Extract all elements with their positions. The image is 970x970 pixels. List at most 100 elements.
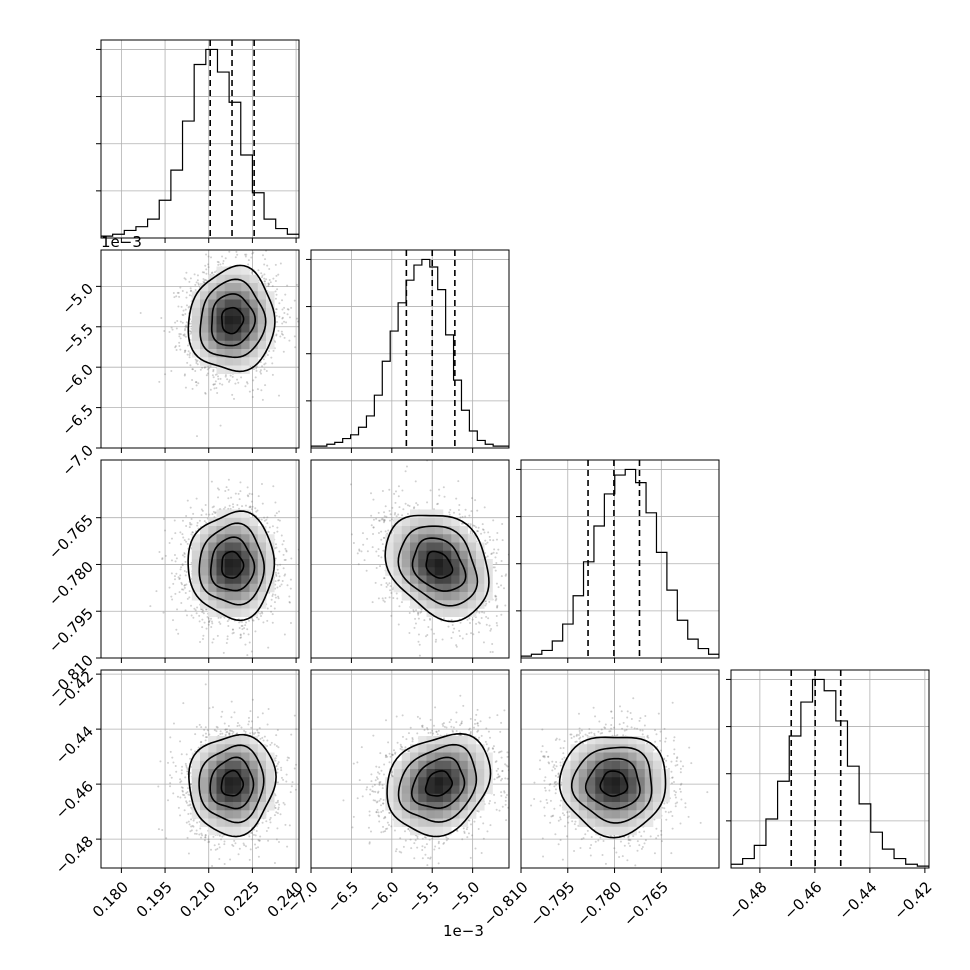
density-cell	[224, 332, 234, 342]
scatter-point	[288, 595, 291, 598]
scatter-point	[224, 374, 227, 377]
scatter-point	[170, 370, 173, 373]
scatter-point	[384, 597, 387, 600]
scatter-point	[195, 612, 198, 615]
scatter-point	[202, 634, 205, 637]
scatter-point	[278, 302, 281, 305]
scatter-point	[212, 505, 215, 508]
scatter-point	[179, 543, 182, 546]
scatter-point	[200, 508, 203, 511]
density-cell	[216, 324, 226, 333]
scatter-point	[269, 281, 272, 284]
scatter-point	[211, 641, 214, 644]
scatter-point	[207, 263, 210, 266]
scatter-point	[282, 553, 285, 556]
panel-r1-c0: −7.0−6.5−6.0−5.5−5.0	[59, 249, 300, 480]
scatter-point	[178, 341, 181, 344]
scatter-point	[266, 516, 269, 519]
scatter-point	[174, 346, 177, 349]
scatter-point	[486, 555, 489, 558]
scatter-point	[226, 378, 229, 381]
scatter-point	[173, 578, 176, 581]
scatter-point	[296, 320, 299, 323]
scatter-point	[174, 345, 177, 348]
scatter-point	[257, 269, 260, 272]
scatter-point	[186, 361, 189, 364]
scatter-point	[248, 390, 251, 393]
scatter-point	[271, 594, 274, 597]
scatter-point	[205, 513, 208, 516]
density-cell	[208, 291, 217, 300]
scatter-point	[174, 560, 177, 563]
scatter-point	[278, 550, 281, 553]
histogram-bin	[171, 170, 183, 238]
scatter-point	[238, 621, 241, 624]
scatter-point	[237, 492, 240, 495]
density-cell	[257, 567, 267, 576]
scatter-point	[232, 505, 235, 508]
density-cell	[191, 316, 201, 325]
scatter-point	[194, 283, 197, 286]
histogram-1	[311, 258, 509, 448]
scatter-point	[184, 325, 187, 328]
density-cell	[233, 283, 242, 292]
scatter-point	[183, 373, 186, 376]
scatter-point	[274, 514, 277, 517]
density-cell	[191, 324, 201, 333]
scatter-point	[181, 289, 184, 292]
scatter-point	[155, 590, 158, 593]
panel-r1-c1	[306, 249, 510, 453]
scatter-point	[263, 363, 266, 366]
density-cell	[216, 542, 226, 552]
scatter-point	[251, 252, 254, 255]
scatter-point	[276, 321, 279, 324]
density-cell	[241, 332, 250, 342]
scatter-point	[232, 503, 235, 506]
density-cell	[241, 559, 250, 568]
scatter-point	[207, 623, 210, 626]
scatter-point	[251, 493, 254, 496]
scatter-point	[271, 613, 274, 616]
scatter-point	[283, 311, 286, 314]
scatter-point	[455, 644, 458, 647]
scatter-point	[227, 478, 230, 481]
scatter-point	[195, 361, 198, 364]
scatter-point	[170, 326, 173, 329]
scatter-point	[272, 277, 275, 280]
scatter-point	[182, 536, 185, 539]
scatter-point	[275, 293, 278, 296]
scatter-point	[210, 625, 213, 628]
scatter-point	[274, 297, 277, 300]
density-cell	[224, 324, 234, 333]
scatter-point	[180, 566, 183, 569]
scatter-point	[267, 282, 270, 285]
scatter-point	[276, 288, 279, 291]
density-cell	[216, 316, 226, 325]
scatter-point	[229, 374, 232, 377]
density-cell	[191, 307, 201, 317]
scatter-point	[211, 271, 214, 274]
scatter-point	[282, 540, 285, 543]
density-cell	[249, 324, 259, 333]
density-cell	[233, 365, 242, 375]
scatter-point	[288, 316, 291, 319]
scatter-point	[191, 531, 194, 534]
scatter-point	[267, 283, 270, 286]
scatter-point	[178, 295, 181, 298]
scatter-point	[181, 519, 184, 522]
density-cell	[266, 583, 275, 593]
contours	[187, 510, 276, 622]
scatter-point	[271, 373, 274, 376]
scatter-point	[235, 250, 238, 253]
scatter-point	[176, 320, 179, 323]
scatter-point	[504, 574, 507, 577]
density-cell	[200, 526, 209, 535]
scatter-point	[277, 273, 280, 276]
scatter-point	[275, 546, 278, 549]
scatter-point	[174, 592, 177, 595]
density-cell	[224, 283, 234, 292]
scatter-point	[263, 277, 266, 280]
scatter-point	[164, 373, 167, 376]
scatter-point	[180, 305, 183, 308]
scatter-point	[238, 626, 241, 629]
